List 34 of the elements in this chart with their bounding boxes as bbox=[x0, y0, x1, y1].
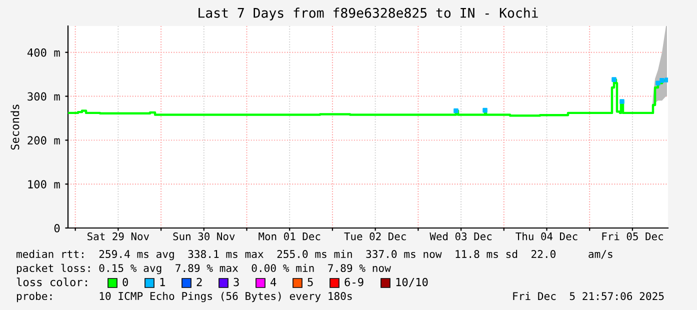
y-tick-label: 300 m bbox=[28, 92, 60, 101]
legend-label: 2 bbox=[196, 278, 202, 286]
x-tick-label: Sun 30 Nov bbox=[173, 232, 235, 240]
y-tick-label: 0 bbox=[54, 224, 60, 232]
x-tick-label: Thu 04 Dec bbox=[516, 232, 578, 240]
legend-title: loss color: bbox=[16, 278, 87, 286]
point bbox=[482, 108, 488, 113]
chart-title: Last 7 Days from f89e6328e825 to IN - Kochi bbox=[198, 8, 538, 20]
y-tick-label: 400 m bbox=[27, 48, 60, 57]
x-tick-label: Wed 03 Dec bbox=[430, 232, 492, 240]
legend-label: 3 bbox=[234, 278, 239, 286]
text: median rtt: 259.4 ms avg 338.1 ms max 255.0 ms min 337.0 ms now 11.8 ms sd 22.0 am/s bbox=[16, 250, 612, 260]
text: packet loss: 0.15 % avg 7.89 % max 0.00 % min 7.89 % now bbox=[16, 264, 391, 274]
x-tick-label: Fri 05 Dec bbox=[602, 232, 663, 240]
point bbox=[664, 78, 668, 82]
legend-label: 1 bbox=[160, 278, 165, 286]
legend-label: 10/10 bbox=[396, 278, 428, 288]
legend-label: 6-9 bbox=[344, 278, 364, 286]
x-tick-label: Mon 01 Dec bbox=[258, 232, 320, 240]
legend-label: 5 bbox=[308, 278, 313, 286]
y-tick-label: 100 m bbox=[28, 180, 60, 188]
point bbox=[612, 77, 616, 82]
text: probe: 10 ICMP Echo Pings (56 Bytes) every 180s bbox=[16, 292, 352, 302]
legend-label: 4 bbox=[270, 278, 276, 286]
legend-label: 0 bbox=[122, 278, 128, 286]
x-tick-label: Tue 02 Dec bbox=[344, 232, 406, 240]
point bbox=[454, 108, 458, 114]
point bbox=[620, 99, 624, 104]
y-tick-label: 200 m bbox=[28, 136, 60, 145]
text: Fri Dec 5 21:57:06 2025 bbox=[513, 292, 664, 300]
y-axis-title: Seconds bbox=[10, 104, 20, 150]
x-tick-label: Sat 29 Nov bbox=[88, 232, 150, 240]
point bbox=[656, 80, 660, 86]
point bbox=[660, 78, 664, 83]
